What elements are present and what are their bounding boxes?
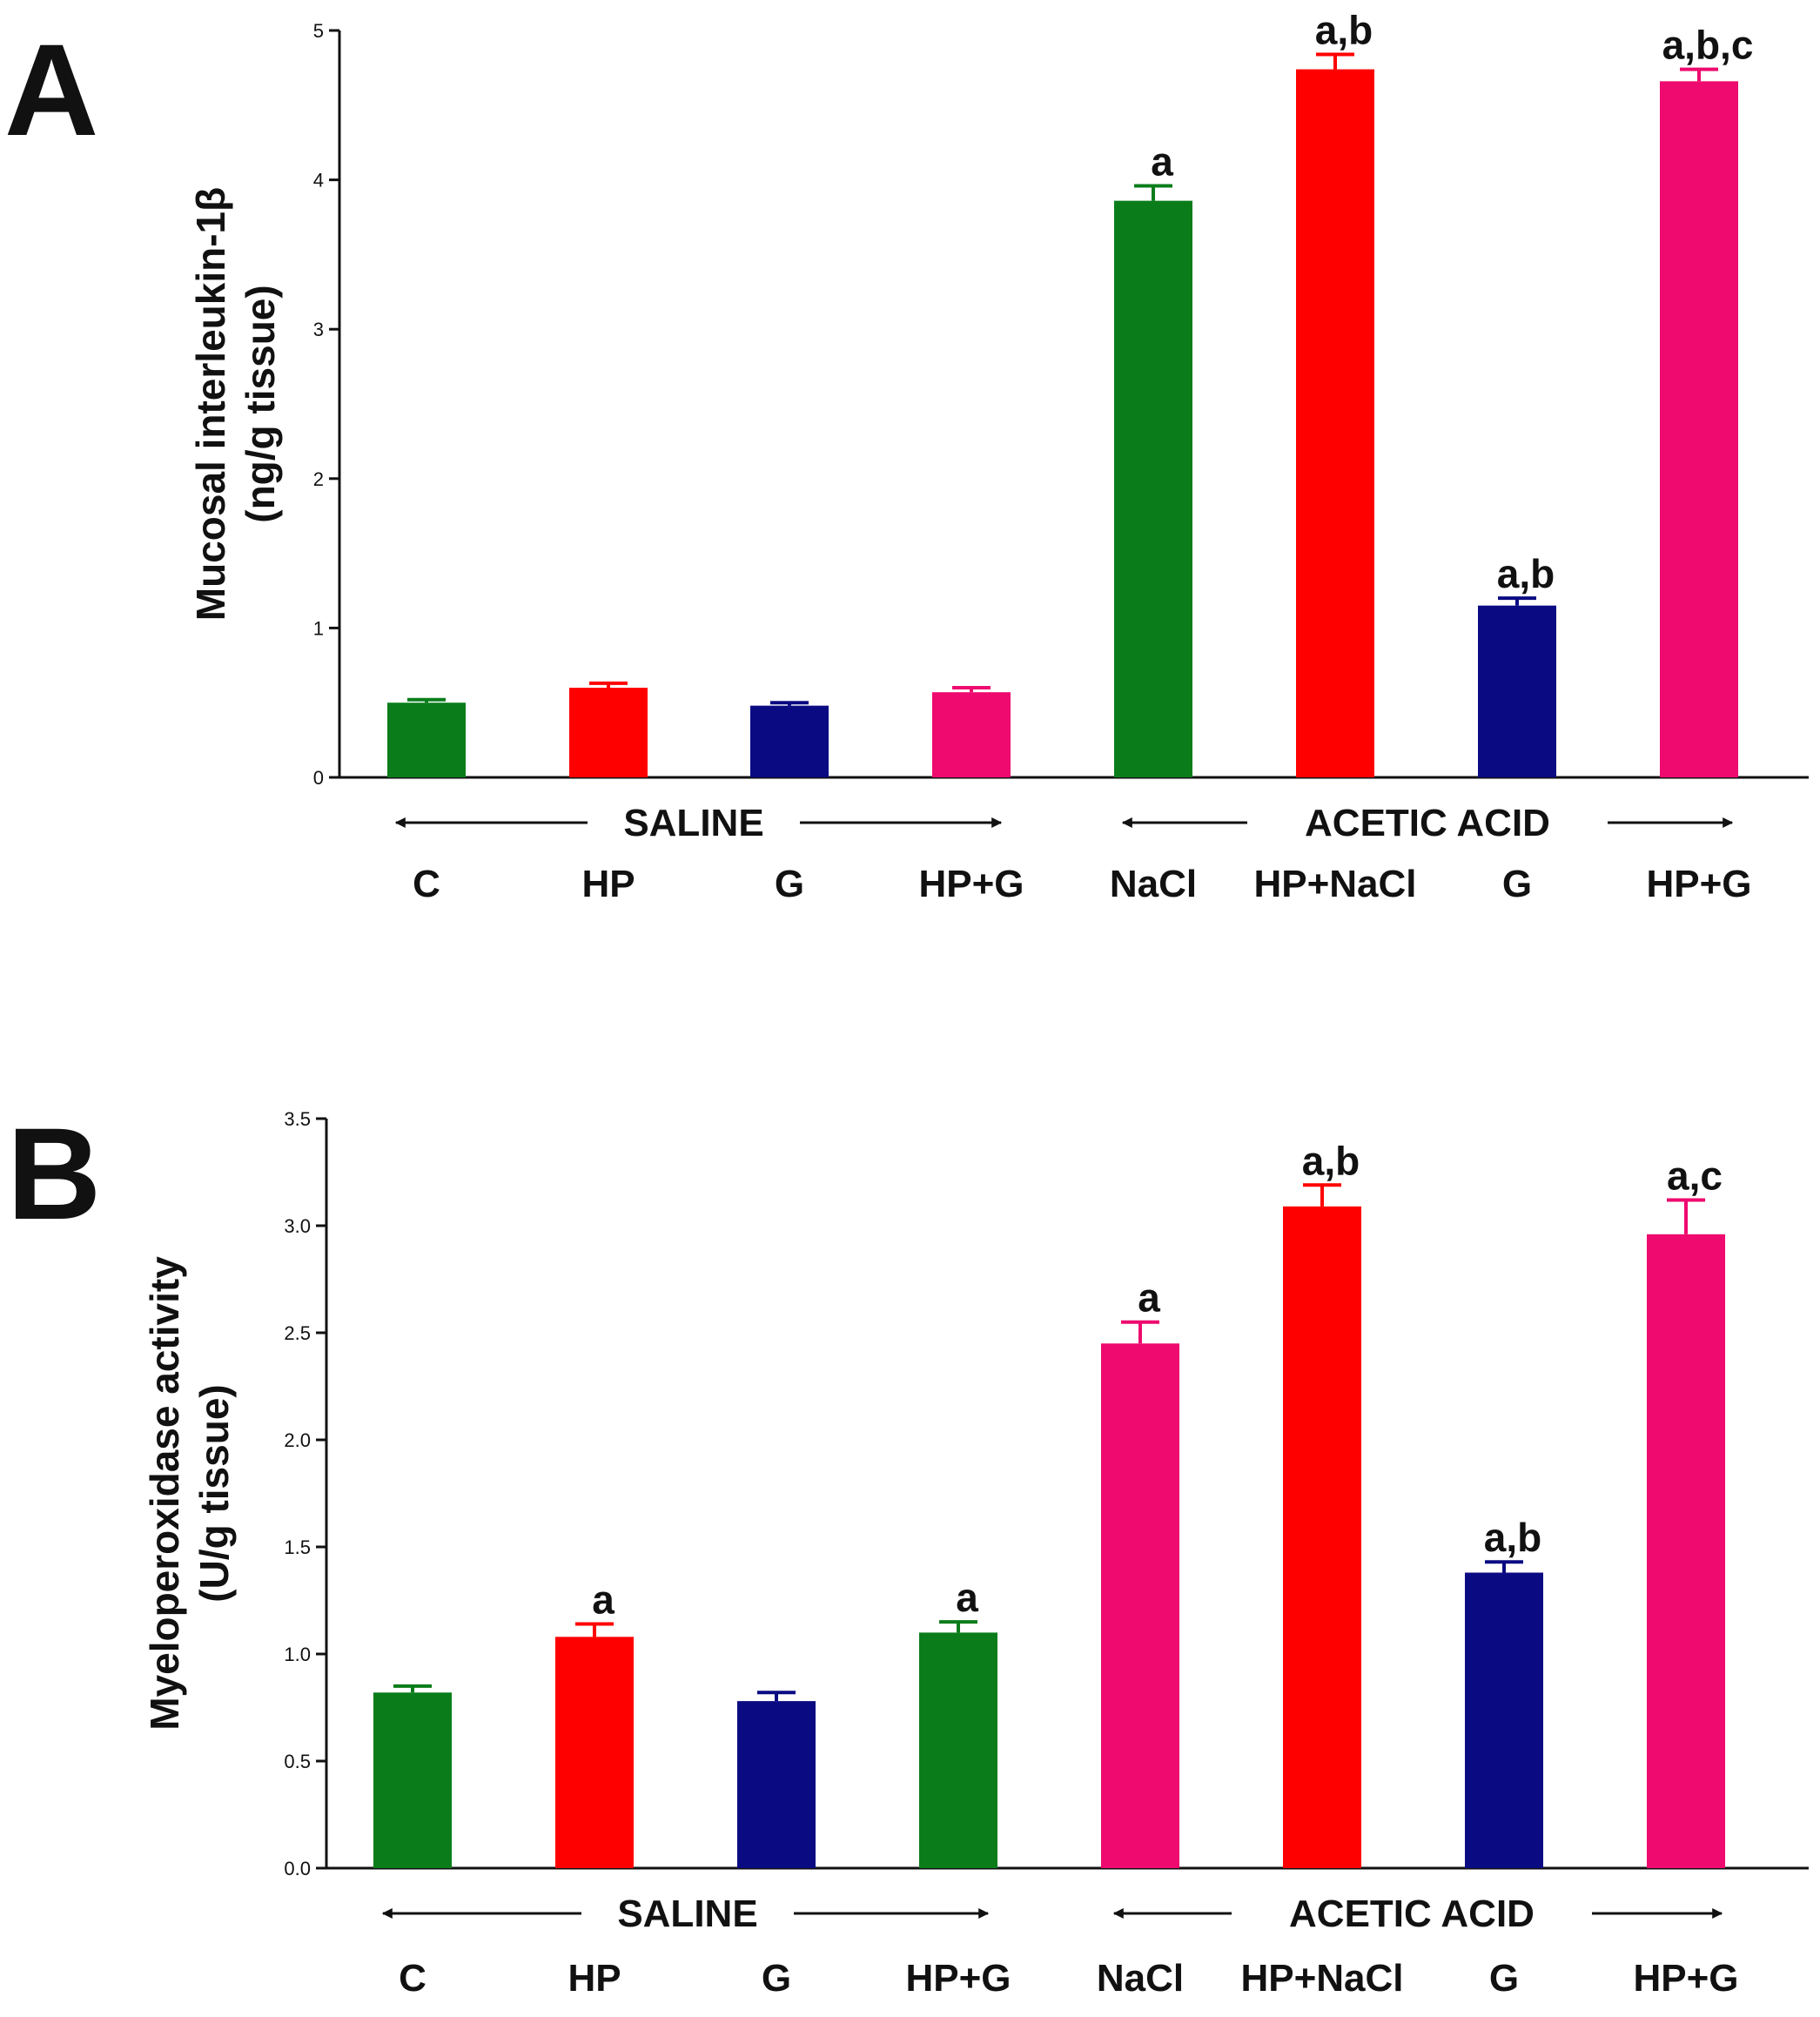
bar <box>737 1701 816 1868</box>
bar <box>555 1637 634 1868</box>
x-category-label: HP+G <box>1633 1957 1738 2000</box>
x-category-label: G <box>775 863 804 905</box>
y-tick-label: 3.0 <box>284 1215 311 1237</box>
y-tick-label: 1.5 <box>284 1536 311 1558</box>
significance-label: a <box>1151 138 1173 184</box>
x-category-label: C <box>413 863 440 905</box>
bar <box>387 703 466 777</box>
group-acetic-acid-label: ACETIC ACID <box>1305 802 1550 844</box>
x-category-label: HP+G <box>918 863 1024 905</box>
y-tick-label: 1.0 <box>284 1644 311 1665</box>
significance-label: a,b <box>1484 1515 1541 1560</box>
x-category-label: HP+NaCl <box>1240 1957 1403 2000</box>
significance-label: a,b,c <box>1662 23 1754 68</box>
x-category-label: G <box>1502 863 1532 905</box>
y-tick-label: 2.5 <box>284 1322 311 1344</box>
x-category-label: NaCl <box>1110 863 1197 905</box>
x-category-label: NaCl <box>1097 1957 1184 2000</box>
y-axis-title: Myeloperoxidase activity <box>142 1256 187 1731</box>
x-category-label: HP+G <box>905 1957 1011 2000</box>
x-category-label: G <box>1489 1957 1519 2000</box>
y-axis-unit: (ng/g tissue) <box>238 285 283 522</box>
panel-b: B Myeloperoxidase activity (U/g tissue) 0.0… <box>7 1100 1809 2000</box>
bar <box>919 1632 997 1868</box>
y-tick-label: 0.5 <box>284 1751 311 1772</box>
bar <box>1647 1234 1725 1868</box>
y-tick-label: 4 <box>313 170 324 192</box>
group-acetic-acid-label: ACETIC ACID <box>1289 1893 1535 1935</box>
bar <box>373 1692 452 1868</box>
x-category-label: G <box>762 1957 791 2000</box>
x-category-label: HP+G <box>1646 863 1751 905</box>
y-tick-label: 0 <box>313 767 324 789</box>
significance-label: a <box>1138 1275 1160 1321</box>
significance-label: a,b <box>1497 551 1555 596</box>
y-axis-unit: (U/g tissue) <box>191 1384 237 1602</box>
y-tick-label: 2.0 <box>284 1429 311 1451</box>
group-saline-label: SALINE <box>623 802 763 844</box>
bar <box>1283 1206 1361 1868</box>
y-tick-label: 5 <box>313 20 324 42</box>
y-tick-label: 2 <box>313 468 324 490</box>
bar <box>932 692 1011 777</box>
bar <box>1478 605 1556 777</box>
y-tick-label: 0.0 <box>284 1858 311 1879</box>
bar <box>750 705 829 777</box>
panel-letter: A <box>4 17 98 163</box>
bar <box>1101 1343 1179 1868</box>
y-tick-label: 3.5 <box>284 1108 311 1130</box>
y-axis-title: Mucosal interleukin-1β <box>188 187 233 621</box>
x-category-label: HP <box>581 863 635 905</box>
group-saline-label: SALINE <box>617 1893 757 1935</box>
y-tick-label: 1 <box>313 617 324 639</box>
significance-label: a,b <box>1315 7 1373 52</box>
bar <box>1114 200 1192 777</box>
significance-label: a,b <box>1302 1138 1360 1183</box>
bar <box>1465 1572 1543 1868</box>
y-tick-label: 3 <box>313 319 324 340</box>
x-category-label: HP <box>567 1957 621 2000</box>
panel-letter: B <box>7 1100 101 1247</box>
significance-label: a <box>956 1575 978 1620</box>
bar <box>1296 69 1374 778</box>
panel-a: A Mucosal interleukin-1β (ng/g tissue) 0 1 2 3… <box>4 7 1809 905</box>
significance-label: a,c <box>1667 1153 1723 1198</box>
x-category-label: HP+NaCl <box>1253 863 1416 905</box>
bar <box>569 688 648 777</box>
x-category-label: C <box>399 1957 426 2000</box>
significance-label: a <box>592 1577 615 1623</box>
bar <box>1660 81 1738 778</box>
